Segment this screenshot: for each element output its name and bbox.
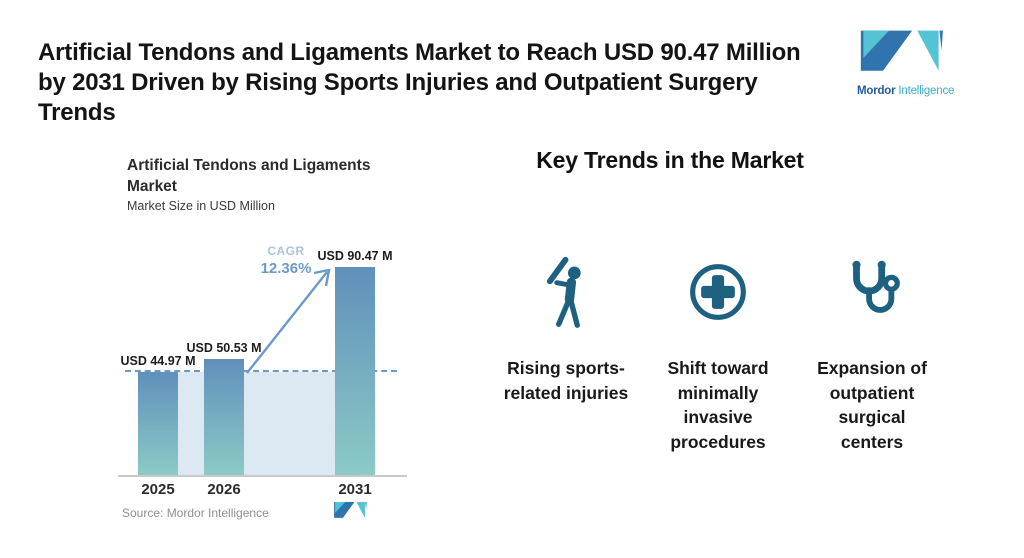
medical-cross-icon <box>690 264 746 320</box>
bar-value-label-2026: USD 50.53 M <box>186 341 262 355</box>
chart-title: Artificial Tendons and Ligaments Market <box>127 157 371 195</box>
source-note: Source: Mordor Intelligence <box>122 506 269 520</box>
x-axis-label-2031: 2031 <box>338 481 372 498</box>
page-title: Artificial Tendons and Ligaments Market … <box>38 39 801 127</box>
cagr-annotation: CAGR 12.36% <box>240 244 332 277</box>
cagr-label: CAGR <box>267 244 305 258</box>
trend-label: Shift toward minimally invasive procedur… <box>667 358 769 452</box>
trend-item-sports-injuries: Rising sports- related injuries <box>481 253 651 405</box>
mordor-logo-mini-icon <box>334 502 367 518</box>
brand-name-light: Intelligence <box>898 85 955 97</box>
bar-value-label-2025: USD 44.97 M <box>120 354 196 368</box>
mordor-logo-icon <box>860 30 943 71</box>
trend-label: Rising sports- related injuries <box>503 358 629 403</box>
trend-label: Expansion of outpatient surgical centers <box>817 358 927 452</box>
x-axis-label-2026: 2026 <box>207 481 241 498</box>
cagr-value: 12.36% <box>260 260 312 277</box>
brand-name-bold: Mordor <box>857 85 896 97</box>
bar-2031: USD 90.47 M <box>317 249 393 475</box>
brand-name: Mordor Intelligence <box>857 85 969 97</box>
bar-value-label-2031: USD 90.47 M <box>317 249 393 263</box>
bar-2025: USD 44.97 M <box>120 354 196 475</box>
x-axis-line <box>118 475 407 477</box>
bar-2026: USD 50.53 M <box>186 341 262 475</box>
stethoscope-icon <box>852 260 900 313</box>
trends-heading: Key Trends in the Market <box>536 147 804 174</box>
baseball-batter-icon <box>546 256 581 328</box>
chart-subtitle: Market Size in USD Million <box>127 199 275 213</box>
bar-chart-plot: USD 44.97 M USD 50.53 M USD 90.47 M CAGR… <box>118 230 407 498</box>
trend-item-outpatient-centers: Expansion of outpatient surgical centers <box>787 253 957 454</box>
trend-item-minimally-invasive: Shift toward minimally invasive procedur… <box>633 253 803 454</box>
x-axis-label-2025: 2025 <box>141 481 175 498</box>
brand-logo: Mordor Intelligence <box>857 28 969 97</box>
